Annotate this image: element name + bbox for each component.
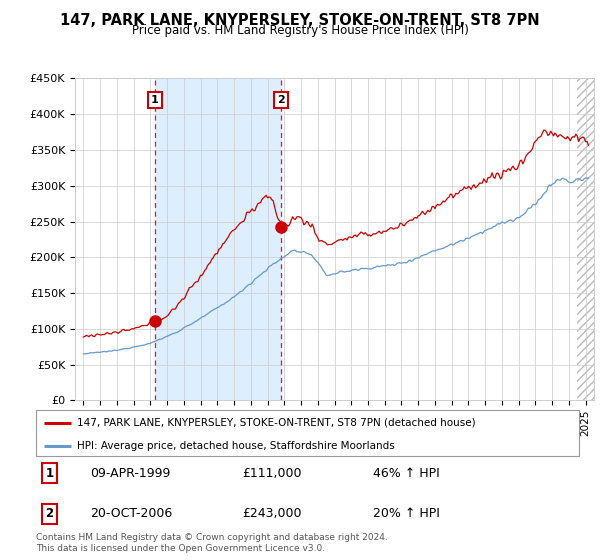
Text: Price paid vs. HM Land Registry's House Price Index (HPI): Price paid vs. HM Land Registry's House … bbox=[131, 24, 469, 37]
Text: HPI: Average price, detached house, Staffordshire Moorlands: HPI: Average price, detached house, Staf… bbox=[77, 441, 394, 451]
Text: 20-OCT-2006: 20-OCT-2006 bbox=[91, 507, 173, 520]
Bar bbox=[577, 78, 594, 400]
Text: 1: 1 bbox=[46, 466, 53, 480]
Text: £243,000: £243,000 bbox=[242, 507, 302, 520]
Text: 46% ↑ HPI: 46% ↑ HPI bbox=[373, 466, 439, 480]
FancyBboxPatch shape bbox=[36, 410, 579, 456]
Text: 2: 2 bbox=[46, 507, 53, 520]
Bar bbox=[577, 78, 594, 400]
Text: £111,000: £111,000 bbox=[242, 466, 302, 480]
Text: 147, PARK LANE, KNYPERSLEY, STOKE-ON-TRENT, ST8 7PN: 147, PARK LANE, KNYPERSLEY, STOKE-ON-TRE… bbox=[60, 13, 540, 28]
Text: Contains HM Land Registry data © Crown copyright and database right 2024.
This d: Contains HM Land Registry data © Crown c… bbox=[36, 533, 388, 553]
Text: 1: 1 bbox=[151, 95, 159, 105]
Text: 20% ↑ HPI: 20% ↑ HPI bbox=[373, 507, 440, 520]
Text: 2: 2 bbox=[277, 95, 285, 105]
Bar bbox=[155, 78, 281, 400]
Text: 147, PARK LANE, KNYPERSLEY, STOKE-ON-TRENT, ST8 7PN (detached house): 147, PARK LANE, KNYPERSLEY, STOKE-ON-TRE… bbox=[77, 418, 475, 428]
Text: 09-APR-1999: 09-APR-1999 bbox=[91, 466, 170, 480]
